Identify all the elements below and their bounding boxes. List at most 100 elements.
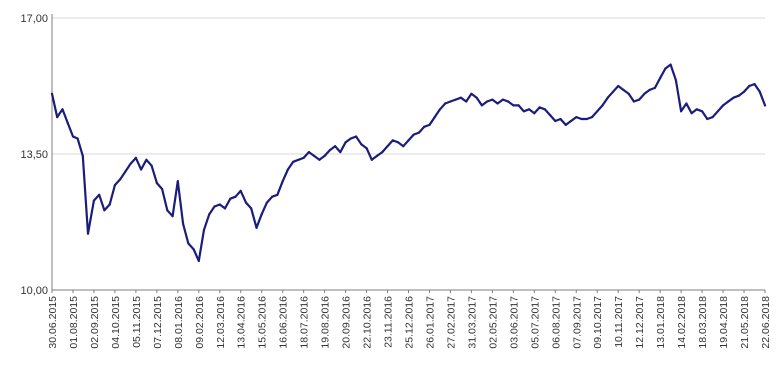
data-point bbox=[512, 104, 515, 107]
data-point bbox=[98, 193, 101, 196]
data-point bbox=[428, 123, 431, 126]
data-point bbox=[648, 88, 651, 91]
x-tick-label: 07.09.2017 bbox=[571, 296, 583, 349]
data-point bbox=[742, 90, 746, 93]
data-point bbox=[265, 201, 268, 204]
data-point bbox=[716, 110, 719, 113]
data-point bbox=[601, 104, 604, 107]
data-point bbox=[166, 209, 169, 212]
data-point bbox=[328, 149, 331, 152]
data-point bbox=[334, 145, 337, 148]
x-tick-label: 01.08.2015 bbox=[68, 296, 80, 349]
x-tick-label: 12.03.2016 bbox=[215, 296, 227, 349]
data-point bbox=[192, 248, 195, 251]
x-tick-label: 27.02.2017 bbox=[445, 296, 457, 349]
x-tick-label: 14.02.2018 bbox=[676, 296, 688, 349]
data-point bbox=[161, 187, 164, 191]
data-point bbox=[171, 215, 174, 218]
data-point bbox=[129, 162, 132, 165]
data-point bbox=[208, 213, 211, 216]
data-point bbox=[438, 108, 442, 111]
data-point bbox=[323, 154, 326, 157]
data-point bbox=[71, 135, 75, 138]
x-tick-label: 13.01.2018 bbox=[655, 296, 667, 349]
y-tick-label: 17,00 bbox=[20, 13, 48, 25]
data-point bbox=[355, 135, 358, 138]
data-point bbox=[737, 94, 740, 97]
data-point bbox=[81, 154, 84, 157]
data-point bbox=[140, 168, 143, 171]
data-point bbox=[286, 168, 289, 171]
data-point bbox=[701, 110, 704, 113]
data-point bbox=[674, 79, 678, 82]
data-point bbox=[680, 110, 683, 113]
data-point bbox=[297, 158, 300, 161]
data-point bbox=[182, 222, 185, 225]
data-point bbox=[444, 102, 447, 105]
data-point bbox=[281, 180, 284, 183]
x-tick-label: 16.06.2016 bbox=[278, 296, 290, 349]
data-point bbox=[617, 84, 620, 88]
data-point bbox=[475, 96, 478, 99]
data-point bbox=[659, 77, 662, 80]
data-point bbox=[134, 156, 137, 159]
data-point bbox=[255, 226, 258, 229]
x-tick-label: 06.08.2017 bbox=[550, 296, 562, 349]
data-point bbox=[271, 195, 274, 198]
x-tick-label: 09.02.2016 bbox=[194, 296, 206, 349]
data-point bbox=[543, 108, 546, 111]
x-tick-label: 18.03.2018 bbox=[697, 296, 709, 349]
data-point bbox=[412, 133, 415, 136]
data-point bbox=[103, 209, 106, 212]
data-point bbox=[449, 100, 452, 103]
data-point bbox=[528, 108, 531, 111]
data-point bbox=[554, 119, 557, 123]
data-point bbox=[732, 96, 735, 99]
series-line bbox=[50, 63, 767, 262]
x-tick-label: 21.05.2018 bbox=[739, 296, 751, 349]
data-point bbox=[664, 67, 667, 70]
data-point bbox=[292, 160, 295, 163]
data-point bbox=[763, 104, 767, 107]
data-point bbox=[517, 104, 520, 107]
data-point bbox=[669, 63, 672, 66]
x-tick-label: 25.12.2016 bbox=[404, 296, 416, 349]
data-point bbox=[223, 207, 227, 210]
data-point bbox=[596, 110, 599, 113]
data-point bbox=[391, 139, 394, 142]
x-tick-label: 07.12.2015 bbox=[152, 296, 164, 349]
data-point bbox=[307, 151, 310, 154]
data-point bbox=[569, 119, 573, 123]
x-tick-label: 04.10.2015 bbox=[110, 296, 122, 349]
data-point bbox=[229, 197, 232, 200]
x-tick-label: 22.10.2016 bbox=[362, 296, 374, 349]
data-point bbox=[339, 151, 342, 154]
data-point bbox=[590, 116, 594, 119]
data-point bbox=[695, 108, 698, 111]
data-point bbox=[491, 98, 494, 101]
data-point bbox=[559, 117, 562, 121]
data-point bbox=[538, 106, 541, 109]
data-point bbox=[202, 228, 206, 231]
data-point bbox=[50, 92, 54, 95]
x-tick-label: 05.07.2017 bbox=[529, 296, 541, 349]
data-point bbox=[611, 90, 615, 93]
data-point bbox=[722, 104, 725, 107]
data-point bbox=[522, 110, 525, 113]
data-point bbox=[706, 117, 709, 121]
data-point bbox=[239, 189, 242, 192]
data-point bbox=[145, 158, 148, 161]
data-point bbox=[417, 131, 421, 134]
data-point bbox=[575, 116, 578, 119]
x-tick-label: 13.04.2016 bbox=[236, 296, 248, 349]
x-tick-label: 08.01.2016 bbox=[173, 296, 185, 349]
data-point bbox=[349, 137, 352, 140]
data-point bbox=[496, 102, 499, 105]
data-point bbox=[108, 203, 111, 206]
x-tick-label: 23.11.2016 bbox=[383, 296, 395, 348]
data-point bbox=[119, 178, 122, 181]
data-point bbox=[454, 98, 457, 101]
data-point bbox=[150, 164, 153, 167]
data-point bbox=[56, 116, 59, 119]
